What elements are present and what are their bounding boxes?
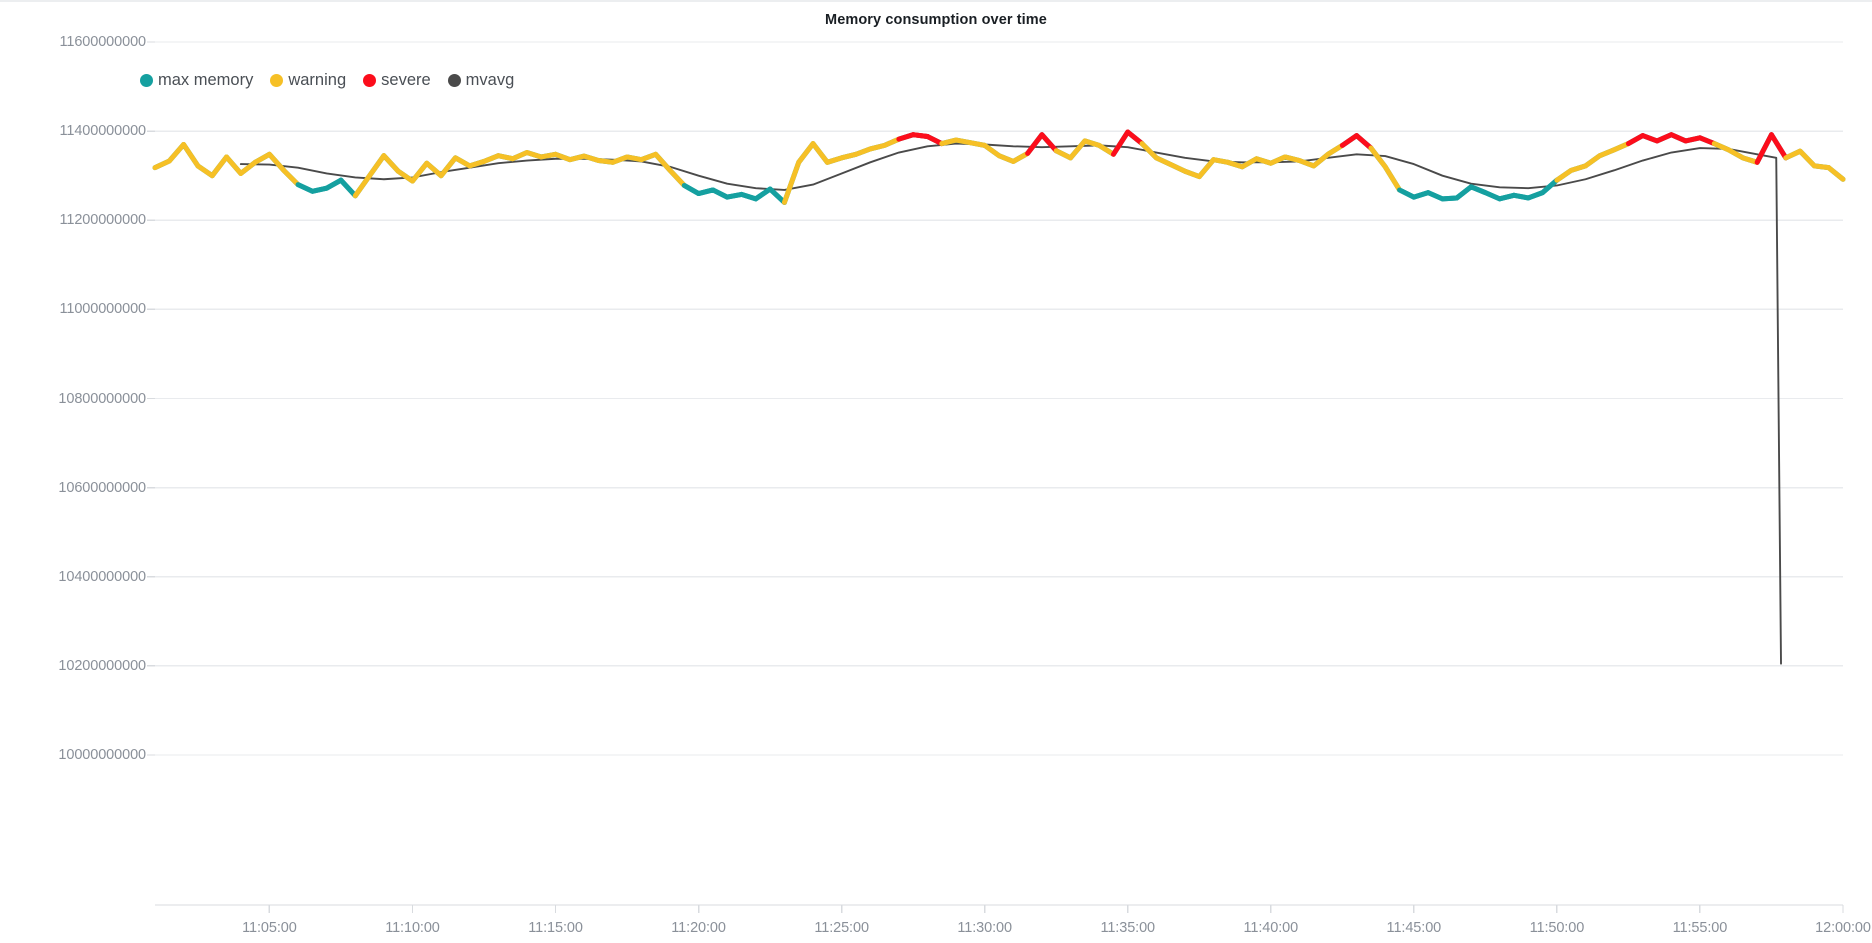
top-divider	[0, 0, 1872, 2]
chart-legend: max memory warning severe mvavg	[140, 69, 514, 91]
x-tick-label: 11:35:00	[1100, 920, 1156, 936]
legend-swatch-icon	[270, 73, 284, 87]
x-tick-label: 11:15:00	[528, 920, 583, 936]
legend-severe[interactable]: severe	[363, 72, 431, 89]
x-tick-label: 12:00:00	[1815, 920, 1871, 936]
x-tick-label: 11:10:00	[385, 920, 440, 936]
legend-label: max memory	[158, 70, 254, 89]
x-tick-label: 11:50:00	[1529, 920, 1585, 936]
legend-label: warning	[288, 70, 347, 89]
legend-swatch-icon	[140, 73, 153, 87]
x-tick-label: 11:20:00	[671, 920, 726, 936]
legend-warning[interactable]: warning	[270, 72, 346, 89]
x-tick-marks	[155, 904, 1844, 913]
x-tick-label: 11:30:00	[957, 920, 1012, 936]
legend-swatch-icon	[447, 73, 461, 87]
x-tick-label: 11:25:00	[814, 920, 869, 936]
y-tick-label: 11000000000	[59, 301, 146, 318]
x-tick-label: 11:40:00	[1243, 920, 1299, 936]
y-tick-label: 10200000000	[58, 657, 146, 674]
page-title: Memory consumption over time	[825, 12, 1047, 28]
x-tick-label: 11:45:00	[1386, 920, 1442, 936]
x-tick-label: 11:05:00	[242, 920, 297, 936]
legend-max-memory[interactable]: max memory	[140, 72, 253, 89]
y-tick-label: 11400000000	[59, 123, 146, 140]
y-tick-label: 10400000000	[58, 568, 146, 585]
y-tick-label: 10600000000	[58, 479, 146, 496]
legend-mvavg[interactable]: mvavg	[447, 70, 515, 89]
series-mvavg	[239, 142, 1782, 665]
legend-swatch-icon	[363, 73, 377, 87]
y-axis: 11600000000 11400000000 11200000000 1100000…	[0, 0, 146, 943]
y-tick-label: 10800000000	[58, 390, 146, 407]
y-tick-label: 10000000000	[58, 747, 146, 763]
y-tick-label: 11600000000	[59, 34, 146, 50]
legend-label: mvavg	[465, 70, 515, 89]
gridlines	[147, 41, 1843, 756]
y-tick-label: 11200000000	[59, 212, 146, 229]
series-max-memory	[152, 129, 1846, 205]
x-tick-label: 11:55:00	[1672, 920, 1728, 936]
legend-label: severe	[381, 70, 431, 89]
